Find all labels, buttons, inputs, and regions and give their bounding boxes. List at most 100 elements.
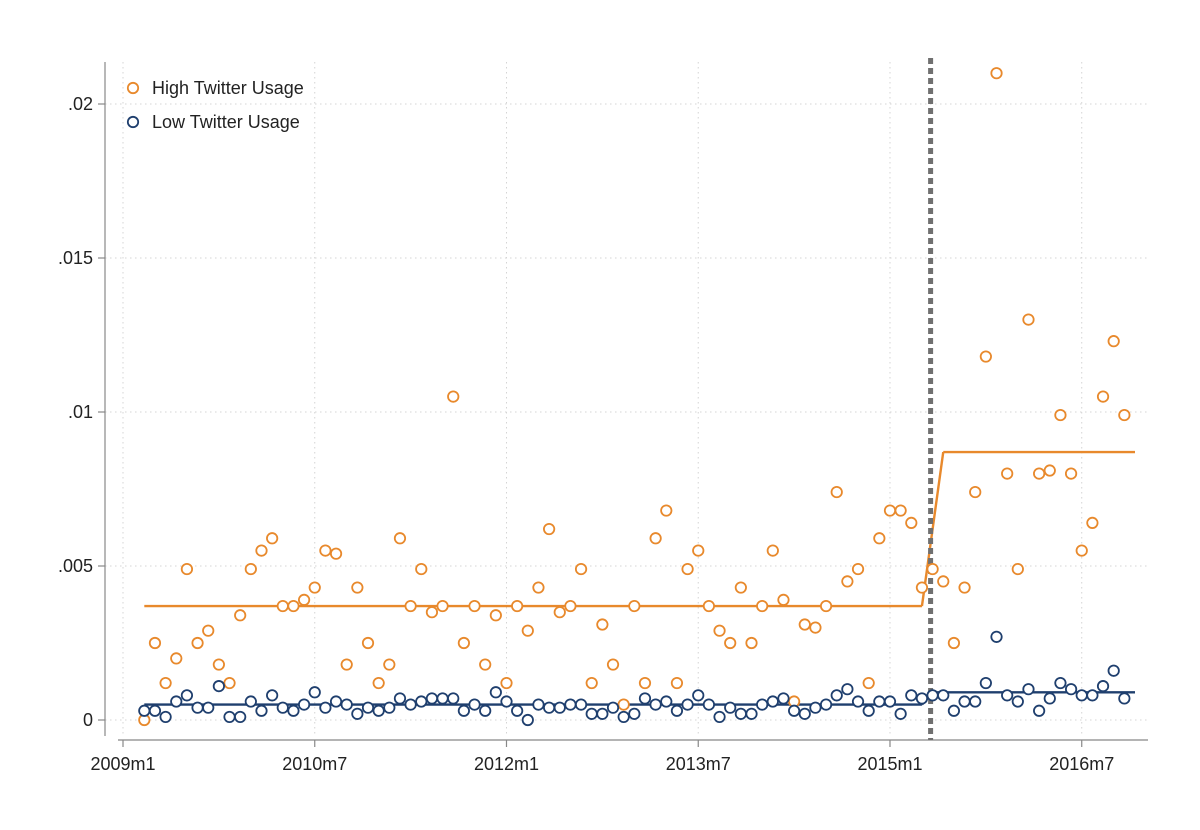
legend: High Twitter Usage Low Twitter Usage bbox=[126, 78, 304, 132]
data-point bbox=[1001, 689, 1014, 702]
data-point bbox=[191, 701, 204, 714]
legend-label: Low Twitter Usage bbox=[152, 112, 300, 132]
data-point bbox=[500, 676, 513, 690]
data-point bbox=[564, 698, 577, 711]
data-point bbox=[681, 698, 694, 711]
data-point bbox=[649, 532, 662, 545]
data-point bbox=[212, 680, 225, 693]
data-point bbox=[266, 689, 279, 702]
data-point bbox=[809, 621, 822, 634]
data-point bbox=[926, 689, 939, 702]
data-point bbox=[202, 701, 215, 714]
data-point bbox=[1001, 467, 1014, 480]
data-point bbox=[606, 701, 620, 714]
data-point bbox=[841, 575, 854, 588]
x-tick-label: 2010m7 bbox=[282, 754, 347, 774]
data-point bbox=[947, 636, 961, 650]
data-point bbox=[628, 599, 641, 613]
data-point bbox=[234, 710, 247, 724]
data-point bbox=[415, 562, 428, 576]
data-point bbox=[628, 707, 641, 720]
data-point bbox=[159, 676, 172, 690]
data-point bbox=[244, 562, 257, 576]
data-point bbox=[990, 630, 1003, 643]
x-tick-label: 2013m7 bbox=[666, 754, 731, 774]
data-point bbox=[713, 710, 726, 724]
data-point bbox=[319, 544, 332, 557]
data-point bbox=[223, 676, 236, 690]
data-point bbox=[979, 676, 992, 690]
data-point bbox=[180, 689, 194, 702]
data-point bbox=[532, 581, 545, 594]
data-point bbox=[788, 704, 801, 717]
data-point bbox=[819, 599, 833, 613]
data-point bbox=[1022, 683, 1035, 696]
data-point bbox=[883, 695, 897, 708]
data-point bbox=[425, 692, 439, 705]
data-point bbox=[1096, 390, 1110, 403]
data-point bbox=[1043, 464, 1056, 477]
data-point bbox=[415, 695, 428, 708]
data-point bbox=[457, 636, 470, 650]
data-point bbox=[489, 609, 502, 622]
data-point bbox=[553, 606, 566, 619]
data-point bbox=[937, 575, 950, 588]
data-point bbox=[649, 698, 662, 711]
data-point bbox=[766, 544, 779, 557]
data-point bbox=[308, 581, 321, 594]
data-point bbox=[798, 707, 811, 720]
data-point bbox=[212, 658, 225, 671]
data-point bbox=[1107, 664, 1120, 677]
data-point bbox=[596, 618, 609, 631]
data-point bbox=[958, 695, 971, 708]
axes: 0 .005 .01 .015 .02 2009m1 2010m7 2012m1 2013m7 2… bbox=[58, 62, 1148, 774]
x-tick-label: 2009m1 bbox=[90, 754, 155, 774]
data-point bbox=[553, 701, 566, 714]
data-point bbox=[1064, 683, 1078, 696]
data-point bbox=[340, 698, 353, 711]
data-point bbox=[425, 606, 439, 619]
data-point bbox=[1022, 313, 1035, 326]
data-point bbox=[617, 710, 630, 724]
x-tick-label: 2016m7 bbox=[1049, 754, 1114, 774]
data-point bbox=[404, 698, 417, 711]
data-point bbox=[756, 698, 769, 711]
data-point bbox=[851, 562, 865, 576]
data-point bbox=[489, 686, 502, 699]
data-point bbox=[734, 581, 747, 594]
data-point bbox=[990, 67, 1003, 80]
data-point bbox=[1033, 467, 1046, 480]
data-point bbox=[351, 581, 364, 594]
data-point bbox=[969, 485, 982, 499]
data-point bbox=[734, 707, 747, 720]
data-point bbox=[511, 599, 524, 613]
data-point bbox=[638, 692, 652, 705]
data-point bbox=[447, 390, 460, 403]
data-point bbox=[692, 544, 705, 557]
y-tick-label: .01 bbox=[68, 402, 93, 422]
data-point bbox=[1086, 516, 1099, 529]
data-point bbox=[159, 710, 172, 724]
data-point bbox=[1107, 335, 1120, 348]
data-point bbox=[798, 618, 811, 631]
data-point bbox=[468, 698, 481, 711]
data-point bbox=[585, 676, 598, 690]
data-point bbox=[937, 689, 950, 702]
data-point bbox=[329, 695, 343, 708]
data-point bbox=[777, 593, 790, 606]
data-point bbox=[361, 636, 375, 650]
data-point bbox=[1011, 562, 1024, 576]
data-point bbox=[1033, 704, 1046, 717]
data-point bbox=[713, 624, 726, 637]
data-point bbox=[766, 695, 779, 708]
data-point bbox=[660, 695, 673, 708]
data-points bbox=[138, 67, 1131, 727]
data-point bbox=[702, 698, 715, 711]
data-point bbox=[681, 562, 694, 576]
data-point bbox=[724, 636, 737, 650]
data-point bbox=[393, 532, 407, 545]
data-point bbox=[1054, 676, 1067, 690]
data-point bbox=[894, 707, 907, 720]
data-point bbox=[319, 701, 332, 714]
data-point bbox=[457, 704, 470, 717]
